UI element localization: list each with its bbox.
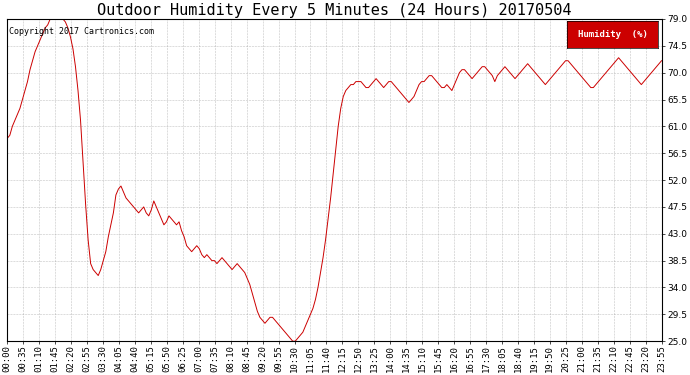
Text: Copyright 2017 Cartronics.com: Copyright 2017 Cartronics.com <box>8 27 154 36</box>
Title: Outdoor Humidity Every 5 Minutes (24 Hours) 20170504: Outdoor Humidity Every 5 Minutes (24 Hou… <box>97 3 571 18</box>
